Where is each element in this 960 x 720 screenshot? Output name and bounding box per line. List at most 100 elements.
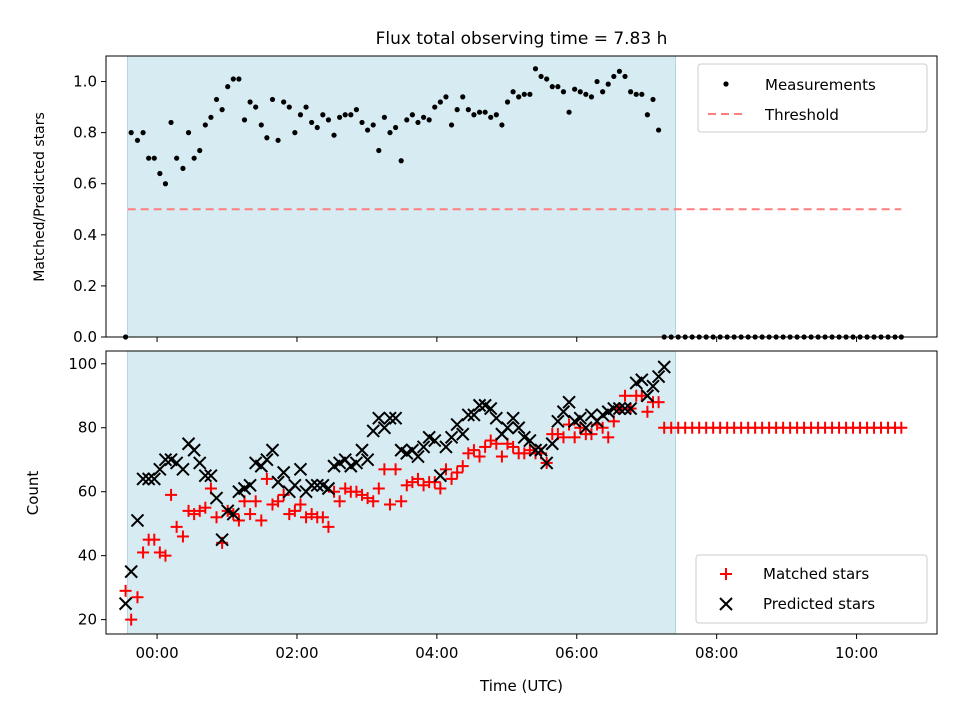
predicted-star-point: [484, 401, 498, 416]
predicted-star-point: [456, 427, 470, 441]
bottom-observing-span: [127, 350, 676, 635]
measurement-point: [566, 109, 572, 115]
measurement-point: [611, 73, 617, 80]
measurement-point: [269, 96, 276, 103]
predicted-star-point: [243, 478, 257, 493]
x-axis-label: Time (UTC): [479, 677, 563, 695]
bottom-legend-box: [695, 554, 928, 624]
predicted-star-point: [118, 596, 133, 611]
predicted-star-point: [355, 443, 369, 457]
measurement-point: [146, 155, 152, 161]
measurement-point: [342, 112, 348, 118]
matched-star-point: [333, 495, 346, 508]
matched-star-point: [456, 460, 469, 473]
predicted-star-point: [500, 421, 515, 435]
predicted-star-point: [265, 443, 280, 457]
matched-star-point: [378, 463, 391, 476]
legend-measurements-label: Measurements: [765, 76, 876, 94]
predicted-star-point: [321, 481, 336, 496]
predicted-star-point: [444, 430, 459, 445]
measurement-point: [594, 78, 600, 85]
legend-matched-label: Matched stars: [763, 565, 869, 583]
top-y-axis-label: Matched/Predicted stars: [32, 112, 48, 282]
matched-star-point: [619, 389, 632, 402]
measurement-point: [432, 104, 438, 110]
predicted-star-point: [573, 411, 587, 425]
measurement-point: [208, 114, 214, 120]
measurement-point: [516, 94, 522, 100]
predicted-star-point: [623, 401, 638, 416]
chart-title: Flux total observing time = 7.83 h: [376, 29, 668, 49]
measurement-point: [151, 155, 157, 161]
matched-star-point: [473, 450, 486, 463]
predicted-star-point: [215, 532, 229, 547]
measurement-point: [415, 119, 421, 126]
measurement-point: [185, 130, 192, 136]
matched-star-point: [445, 472, 458, 485]
y-tick-label: 0.4: [73, 226, 97, 244]
matched-star-point: [210, 511, 223, 524]
y-tick-label: 20: [78, 611, 97, 629]
predicted-star-point: [551, 414, 565, 429]
matched-star-point: [568, 431, 581, 444]
measurement-point: [180, 165, 186, 171]
measurement-point: [616, 68, 623, 74]
measurement-point: [168, 119, 174, 126]
top-observing-span: [127, 55, 676, 338]
predicted-star-point: [136, 472, 150, 486]
legend-predicted-marker: [719, 597, 733, 611]
matched-star-point: [170, 520, 183, 533]
legend-threshold-label: Threshold: [764, 106, 839, 124]
y-tick-label: 0.6: [73, 175, 97, 193]
y-tick-label: 1.0: [73, 73, 97, 91]
predicted-star-point: [198, 469, 213, 483]
measurement-point: [236, 76, 242, 82]
top-legend-box: [697, 63, 928, 133]
predicted-star-point: [147, 472, 161, 486]
predicted-star-point: [472, 398, 487, 413]
measurement-point: [281, 99, 287, 105]
predicted-star-point: [416, 440, 431, 454]
measurement-point: [437, 99, 443, 105]
measurement-point: [504, 99, 511, 105]
y-tick-label: 0.8: [73, 124, 97, 142]
top-axis-ticks: 0.0 0.2 0.4 0.6 0.8 1.0: [73, 73, 858, 346]
predicted-star-points: [118, 360, 671, 611]
matched-star-point: [260, 472, 273, 485]
measurement-point: [650, 96, 656, 103]
matched-star-point: [495, 450, 508, 463]
matched-star-point: [411, 472, 424, 485]
y-tick-label: 0.2: [73, 277, 97, 295]
measurement-point: [314, 124, 320, 131]
measurement-point: [247, 99, 253, 105]
measurement-point: [656, 127, 662, 133]
predicted-star-point: [651, 369, 666, 384]
matched-star-point: [176, 530, 189, 543]
predicted-star-point: [226, 507, 241, 521]
measurement-point: [398, 158, 404, 164]
y-tick-label: 60: [78, 483, 97, 501]
matched-star-point: [125, 613, 138, 626]
matched-star-point: [119, 584, 132, 597]
predicted-star-point: [640, 389, 655, 403]
measurement-point: [275, 137, 281, 143]
predicted-star-point: [539, 456, 554, 470]
measurement-point: [381, 114, 387, 120]
predicted-star-point: [310, 478, 324, 493]
measurement-point: [258, 122, 264, 128]
matched-star-point: [372, 482, 385, 495]
predicted-star-point: [349, 456, 364, 470]
predicted-star-point: [467, 408, 481, 422]
predicted-star-point: [489, 411, 504, 425]
matched-star-point: [199, 501, 212, 514]
y-tick-label: 0.0: [73, 328, 97, 346]
measurement-point: [588, 94, 595, 100]
measurement-point: [359, 119, 365, 126]
measurement-point: [560, 89, 567, 95]
matched-star-point: [328, 485, 341, 498]
y-tick-label: 40: [78, 547, 97, 565]
predicted-star-point: [304, 478, 319, 493]
matched-star-point: [895, 421, 908, 434]
measurement-point: [465, 107, 471, 113]
